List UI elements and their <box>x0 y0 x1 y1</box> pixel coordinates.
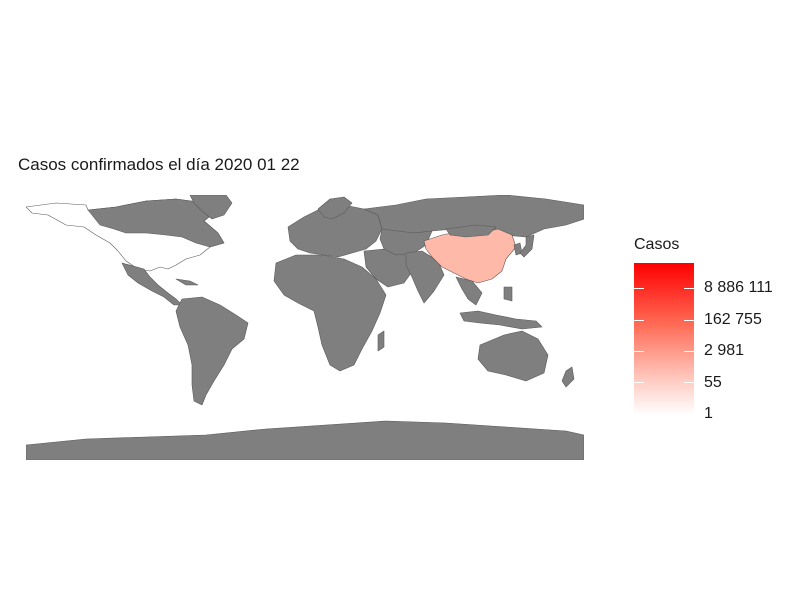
region-philippines <box>503 286 513 302</box>
region-mongolia <box>445 224 497 238</box>
legend-tick <box>684 320 694 321</box>
legend-tick <box>634 351 644 352</box>
legend-label: 2 981 <box>704 342 745 359</box>
legend-tick <box>684 288 694 289</box>
region-south-asia <box>405 250 445 304</box>
legend-label: 162 755 <box>704 311 762 328</box>
legend-label: 55 <box>704 374 722 391</box>
region-scandinavia <box>317 196 353 220</box>
region-japan <box>519 234 535 258</box>
legend-colorbar <box>634 263 694 415</box>
region-south-america <box>175 296 249 406</box>
chart-title: Casos confirmados el día 2020 01 22 <box>18 155 300 174</box>
region-greenland <box>189 195 233 220</box>
region-new-zealand <box>561 366 575 388</box>
region-africa <box>273 254 387 372</box>
legend-tick <box>684 382 694 383</box>
region-caribbean <box>175 278 199 286</box>
region-antarctica <box>26 420 584 460</box>
legend-title: Casos <box>634 236 680 253</box>
legend-tick <box>684 351 694 352</box>
legend-label: 8 886 111 <box>704 279 773 296</box>
legend-tick <box>634 382 644 383</box>
region-australia <box>477 330 549 382</box>
region-indonesia <box>459 310 543 330</box>
legend-tick <box>634 320 644 321</box>
region-canada <box>87 198 225 248</box>
world-map <box>26 195 584 460</box>
region-madagascar <box>377 330 385 352</box>
legend-label: 1 <box>704 405 713 422</box>
legend-tick <box>634 288 644 289</box>
region-southeast-asia <box>455 276 483 306</box>
